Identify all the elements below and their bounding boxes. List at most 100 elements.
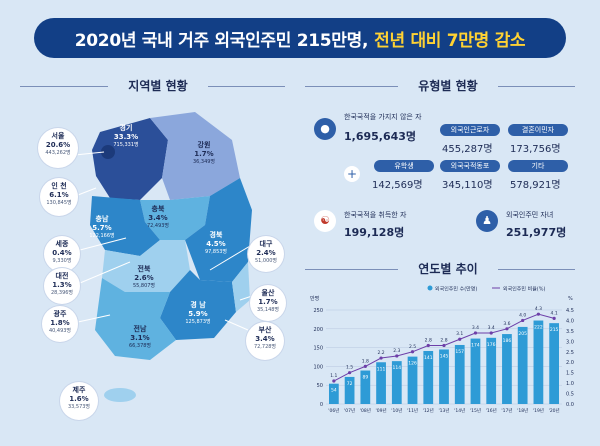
student-tag: 유학생 xyxy=(374,160,434,172)
bar-value-label: 126 xyxy=(408,361,417,367)
bar-value-label: 174 xyxy=(471,343,480,349)
compatriot-tag: 외국국적동포 xyxy=(440,160,500,172)
yearly-chart: 외국인주민 수(만명) 외국인주민 비율(%) 만명 % 0 50 100 150 200 250… xyxy=(310,285,574,414)
ratio-value-label: 3.1 xyxy=(456,331,463,337)
bar-value-label: 54 xyxy=(331,388,337,394)
header-highlight: 전년 대비 7만명 감소 xyxy=(374,30,526,51)
map-gyeongbuk xyxy=(185,178,252,282)
region-ulsan: 울산 1.7% 35,148명 xyxy=(250,285,286,321)
x-tick-label: '06년 xyxy=(328,407,339,414)
legend-bar-swatch xyxy=(427,285,433,291)
ratio-point xyxy=(505,327,509,331)
ratio-point xyxy=(536,312,540,316)
ratio-value-label: 4.1 xyxy=(551,310,558,316)
bar-value-label: 176 xyxy=(487,342,496,348)
map-busan-ulsan xyxy=(232,262,250,312)
region-chungbuk: 충북 3.4% 72,493명 xyxy=(146,205,170,229)
region-jeonbuk: 전북 2.6% 55,807명 xyxy=(132,265,156,289)
region-daejeon: 대전 1.3% 28,396명 xyxy=(44,268,80,304)
ratio-value-label: 3.4 xyxy=(488,325,495,331)
region-jeju: 제주 1.6% 33,573명 xyxy=(60,382,98,420)
family-icon: ♟ xyxy=(476,210,498,232)
non-citizen-value: 1,695,643명 xyxy=(344,130,417,143)
regional-title: 지역별 현황 xyxy=(108,76,208,96)
ratio-point xyxy=(332,379,336,383)
korea-flag-icon: ☯ xyxy=(314,210,336,232)
map-gyeongnam xyxy=(160,270,236,340)
legend-bar-label: 외국인주민 수(만명) xyxy=(435,286,477,293)
region-seoul: 서울 20.6% 443,262명 xyxy=(38,128,78,168)
legend-line-label: 외국인주민 비율(%) xyxy=(503,286,545,293)
x-tick-label: '07년 xyxy=(344,407,355,414)
marriage-value: 173,756명 xyxy=(510,144,561,155)
bar xyxy=(502,334,512,404)
x-tick-label: '10년 xyxy=(391,407,402,414)
region-sejong: 세종 0.4% 9,330명 xyxy=(44,236,80,272)
worker-value: 455,287명 xyxy=(442,144,493,155)
bar-value-label: 222 xyxy=(534,325,543,331)
bar xyxy=(470,338,481,404)
y-axis-label: 만명 xyxy=(310,295,319,302)
bar-value-label: 141 xyxy=(424,355,433,361)
ratio-point xyxy=(442,343,446,348)
x-tick-label: '14년 xyxy=(454,407,465,414)
y2-tick-label: 3.5 xyxy=(566,329,574,335)
map-seoul-dot xyxy=(101,145,115,159)
x-tick-label: '09년 xyxy=(376,407,387,414)
y2-tick-label: 2.5 xyxy=(566,350,574,356)
other-value: 578,921명 xyxy=(510,180,561,191)
x-tick-label: '16년 xyxy=(486,407,497,414)
bar xyxy=(391,361,402,404)
person-icon: ● xyxy=(314,118,336,140)
region-chungnam: 충남 5.7% 122,166명 xyxy=(89,215,115,239)
x-tick-label: '11년 xyxy=(407,407,418,414)
x-tick-label: '18년 xyxy=(517,407,528,414)
ratio-value-label: 3.4 xyxy=(472,325,479,331)
y2-tick-label: 3.0 xyxy=(566,339,574,345)
region-daegu: 대구 2.4% 51,000명 xyxy=(248,236,284,272)
map-gangwon xyxy=(150,112,240,200)
map-jeju xyxy=(104,388,136,402)
map-jeonbuk xyxy=(102,240,190,292)
ratio-point xyxy=(458,337,462,341)
y2-tick-label: 1.0 xyxy=(566,381,574,387)
x-tick-label: '08년 xyxy=(360,407,371,414)
type-title: 유형별 현황 xyxy=(398,76,498,96)
marriage-tag: 결혼이민자 xyxy=(508,124,568,136)
y2-axis-label: % xyxy=(568,296,573,302)
y-tick-label: 250 xyxy=(313,308,323,314)
compatriot-value: 345,110명 xyxy=(442,180,493,191)
x-tick-label: '15년 xyxy=(470,407,481,414)
bar xyxy=(344,376,355,404)
plus-icon: + xyxy=(344,166,360,182)
ratio-value-label: 3.6 xyxy=(503,321,510,327)
ratio-point xyxy=(379,356,383,360)
ratio-point xyxy=(521,318,525,323)
region-gyeonggi: 경기 33.3% 715,331명 xyxy=(113,124,139,148)
yearly-title: 연도별 추이 xyxy=(398,259,498,279)
bar-value-label: 114 xyxy=(393,365,402,371)
bar xyxy=(360,370,371,404)
ratio-point xyxy=(348,371,352,375)
bar-value-label: 157 xyxy=(455,349,464,355)
children-label: 외국인주민 자녀 xyxy=(506,211,554,219)
bar xyxy=(376,362,386,404)
region-gangwon: 강원 1.7% 36,349명 xyxy=(192,141,216,165)
children-value: 251,977명 xyxy=(506,226,567,239)
ratio-value-label: 4.0 xyxy=(519,312,526,318)
map-chungnam xyxy=(90,196,160,256)
x-tick-label: '13년 xyxy=(438,407,449,414)
bar-value-label: 186 xyxy=(503,338,512,344)
bar-value-label: 72 xyxy=(347,381,353,387)
student-value: 142,569명 xyxy=(372,180,423,191)
bar-value-label: 205 xyxy=(518,331,527,337)
bar-value-label: 215 xyxy=(550,327,559,333)
x-tick-label: '12년 xyxy=(423,407,434,414)
y2-tick-label: 4.0 xyxy=(566,318,574,324)
region-gyeongbuk: 경북 4.5% 97,853명 xyxy=(204,231,228,255)
bar-value-label: 145 xyxy=(440,353,449,359)
bar xyxy=(454,344,465,404)
ratio-value-label: 2.2 xyxy=(377,350,384,356)
